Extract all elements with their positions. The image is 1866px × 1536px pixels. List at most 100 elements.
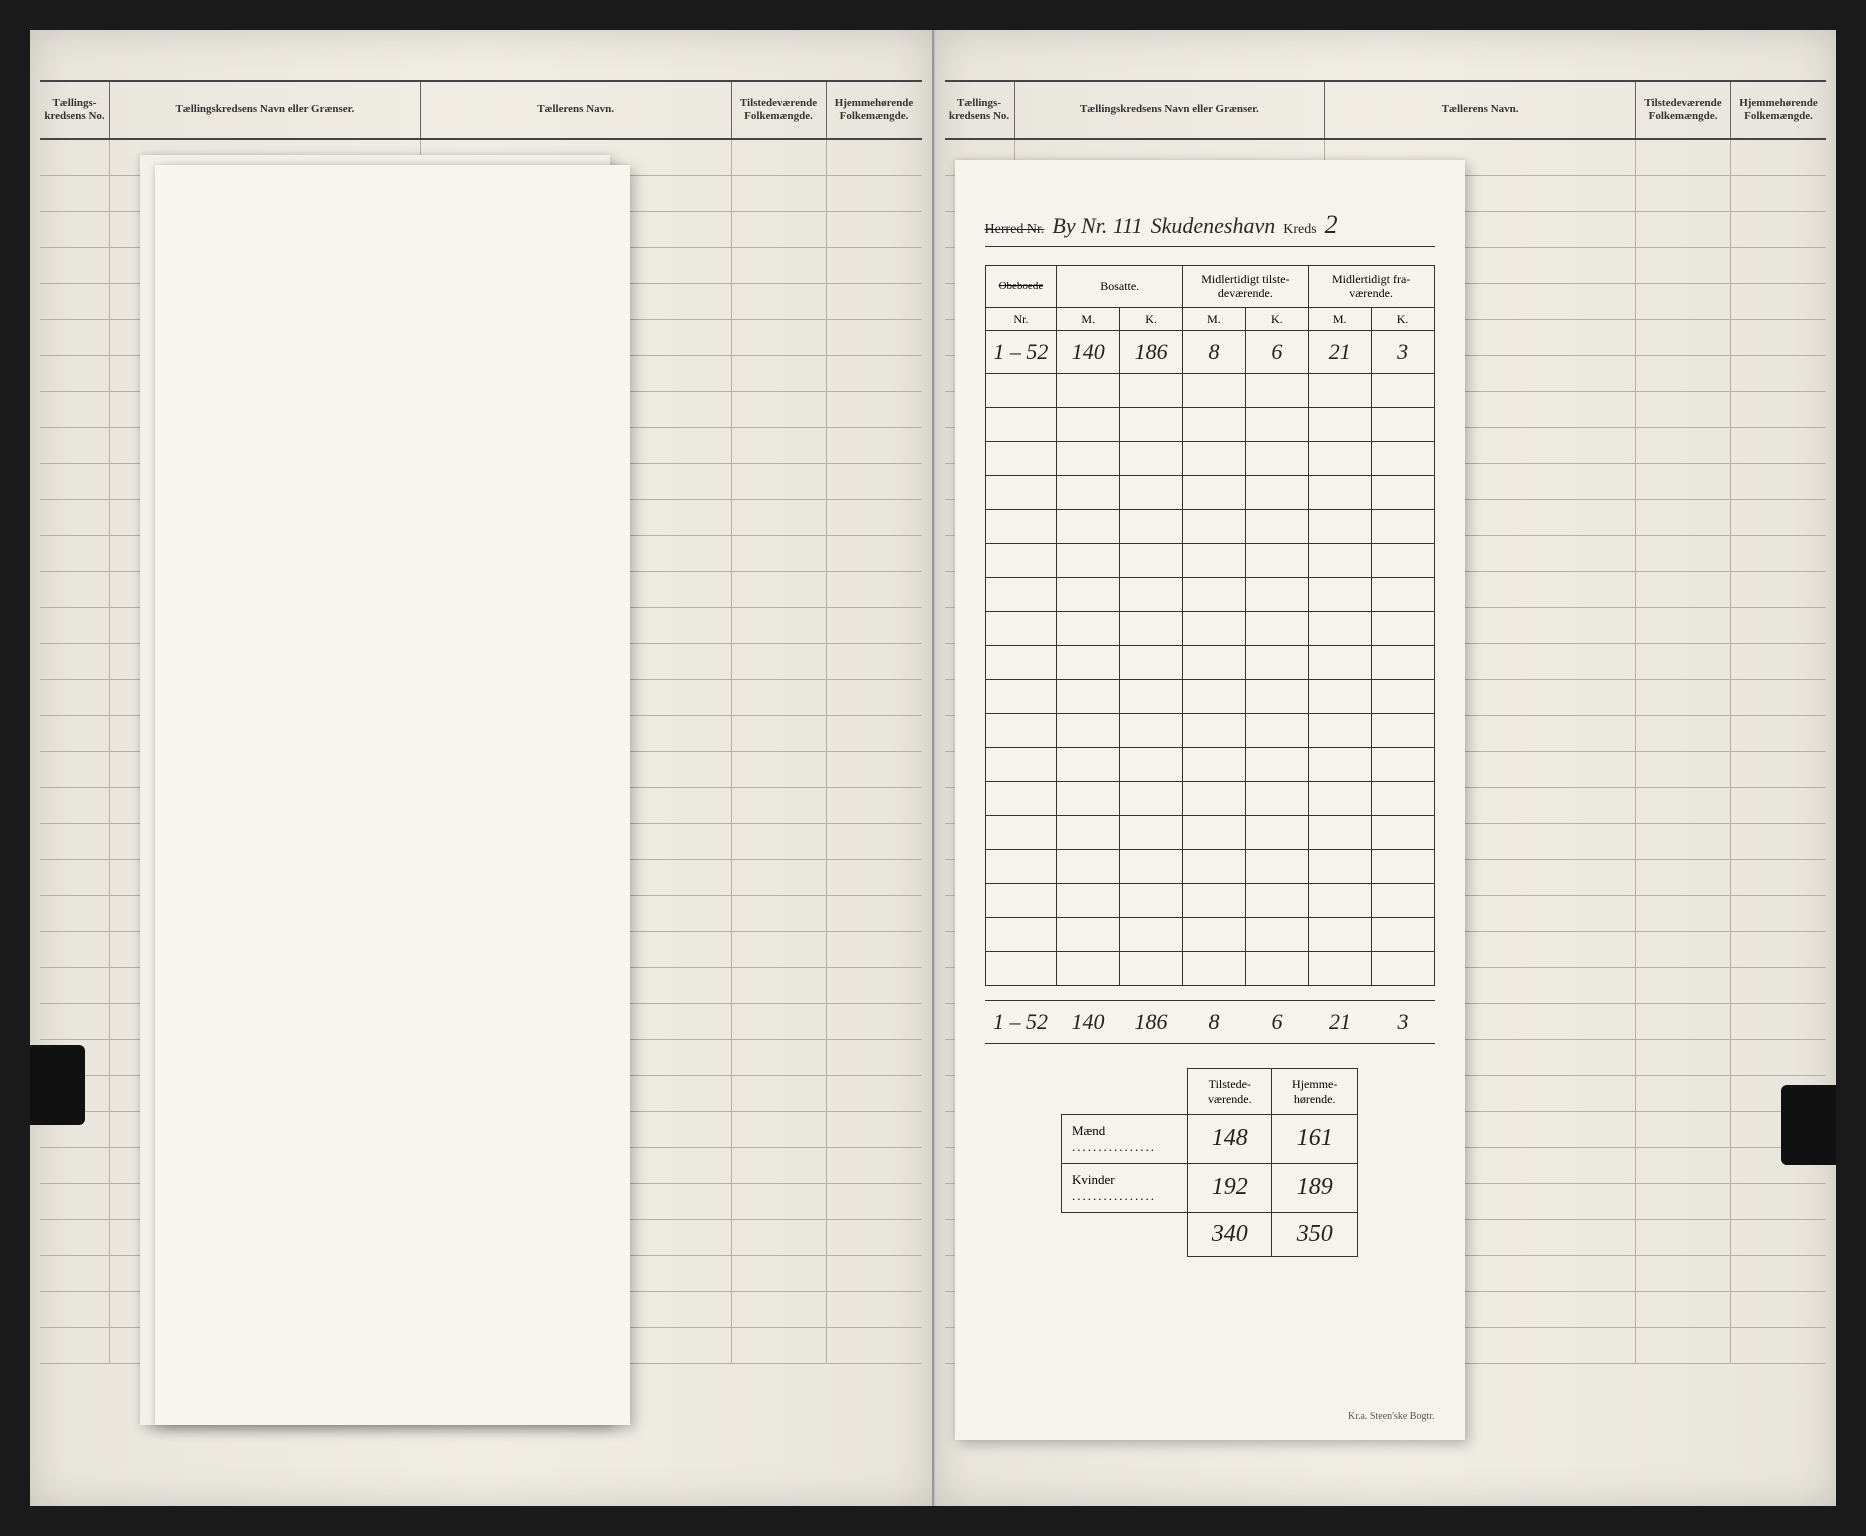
- blank-cell: [1371, 748, 1434, 782]
- blank-cell: [1371, 612, 1434, 646]
- blank-cell: [1057, 510, 1120, 544]
- total-frav-m: 21: [1309, 1001, 1372, 1044]
- ledger-cell: [1731, 644, 1826, 679]
- blank-cell: [1308, 476, 1371, 510]
- blank-cell: [1308, 714, 1371, 748]
- ledger-cell: [732, 464, 827, 499]
- ledger-cell: [1636, 968, 1731, 1003]
- ledger-cell: [732, 1220, 827, 1255]
- ledger-cell: [827, 752, 922, 787]
- ledger-cell: [827, 1148, 922, 1183]
- ledger-cell: [732, 716, 827, 751]
- blank-cell: [1371, 578, 1434, 612]
- blank-cell: [1371, 476, 1434, 510]
- blank-cell: [1120, 918, 1183, 952]
- ledger-cell: [1731, 896, 1826, 931]
- sum-kvinder-label: Kvinder: [1062, 1163, 1188, 1212]
- blank-cell: [1308, 442, 1371, 476]
- blank-cell: [1308, 646, 1371, 680]
- ledger-cell: [1731, 176, 1826, 211]
- ledger-cell: [732, 536, 827, 571]
- ledger-cell: [732, 860, 827, 895]
- blank-cell: [1183, 544, 1246, 578]
- ledger-col-taeller: Tællerens Navn.: [1325, 82, 1636, 138]
- ledger-cell: [1636, 248, 1731, 283]
- blank-cell: [1245, 408, 1308, 442]
- ledger-cell: [40, 1256, 110, 1291]
- blank-cell: [1245, 510, 1308, 544]
- blank-cell: [1308, 408, 1371, 442]
- ledger-cell: [40, 500, 110, 535]
- blank-cell: [1183, 850, 1246, 884]
- blank-cell: [1371, 782, 1434, 816]
- ledger-cell: [40, 1184, 110, 1219]
- ledger-cell: [1731, 140, 1826, 175]
- ledger-col-tilstede: Tilstedeværende Folkemængde.: [1636, 82, 1731, 138]
- ledger-cell: [40, 716, 110, 751]
- ledger-cell: [40, 356, 110, 391]
- loose-sheet-front: [155, 165, 630, 1425]
- blank-cell: [1308, 884, 1371, 918]
- ledger-cell: [732, 752, 827, 787]
- ledger-cell: [1636, 536, 1731, 571]
- blank-cell: [1183, 476, 1246, 510]
- blank-cell: [1183, 442, 1246, 476]
- ledger-cell: [732, 968, 827, 1003]
- ledger-cell: [827, 644, 922, 679]
- ledger-cell: [732, 1148, 827, 1183]
- ledger-cell: [1636, 464, 1731, 499]
- th-bosatte-m: M.: [1057, 307, 1120, 330]
- blank-row: [985, 510, 1434, 544]
- ledger-cell: [827, 1184, 922, 1219]
- blank-cell: [1371, 918, 1434, 952]
- ledger-cell: [40, 608, 110, 643]
- blank-cell: [1183, 408, 1246, 442]
- ledger-cell: [732, 1076, 827, 1111]
- blank-cell: [1057, 782, 1120, 816]
- ledger-cell: [827, 608, 922, 643]
- blank-cell: [1308, 374, 1371, 408]
- blank-cell: [985, 816, 1057, 850]
- printer-imprint: Kr.a. Steen'ske Bogtr.: [1348, 1411, 1435, 1422]
- ledger-cell: [827, 176, 922, 211]
- blank-row: [985, 918, 1434, 952]
- by-prefix: By Nr. 111: [1052, 213, 1142, 239]
- blank-row: [985, 748, 1434, 782]
- blank-cell: [1371, 442, 1434, 476]
- ledger-cell: [1636, 932, 1731, 967]
- blank-cell: [1183, 748, 1246, 782]
- blank-row: [985, 816, 1434, 850]
- ledger-cell: [827, 392, 922, 427]
- blank-cell: [1245, 884, 1308, 918]
- blank-cell: [1183, 578, 1246, 612]
- ledger-col-navn: Tællingskredsens Navn eller Grænser.: [110, 82, 421, 138]
- ledger-cell: [1636, 644, 1731, 679]
- blank-cell: [1245, 952, 1308, 986]
- ledger-col-no: Tællings-kredsens No.: [945, 82, 1015, 138]
- ledger-cell: [1731, 1328, 1826, 1363]
- blank-cell: [1245, 680, 1308, 714]
- ledger-cell: [1636, 284, 1731, 319]
- blank-cell: [1120, 510, 1183, 544]
- ledger-cell: [1731, 248, 1826, 283]
- ledger-header-left: Tællings-kredsens No. Tællingskredsens N…: [40, 80, 922, 140]
- ledger-cell: [732, 644, 827, 679]
- blank-cell: [1057, 442, 1120, 476]
- ledger-cell: [1731, 356, 1826, 391]
- ledger-cell: [732, 320, 827, 355]
- blank-cell: [1120, 442, 1183, 476]
- blank-cell: [985, 374, 1057, 408]
- ledger-cell: [827, 1004, 922, 1039]
- ledger-cell: [1636, 428, 1731, 463]
- ledger-cell: [1731, 968, 1826, 1003]
- ledger-cell: [1731, 1184, 1826, 1219]
- blank-cell: [1120, 850, 1183, 884]
- blank-cell: [1183, 816, 1246, 850]
- blank-row: [985, 850, 1434, 884]
- ledger-cell: [827, 500, 922, 535]
- cell-bosatte-k: 186: [1120, 331, 1183, 374]
- kreds-number: 2: [1325, 210, 1338, 240]
- ledger-cell: [40, 1148, 110, 1183]
- ledger-cell: [827, 1040, 922, 1075]
- blank-cell: [985, 748, 1057, 782]
